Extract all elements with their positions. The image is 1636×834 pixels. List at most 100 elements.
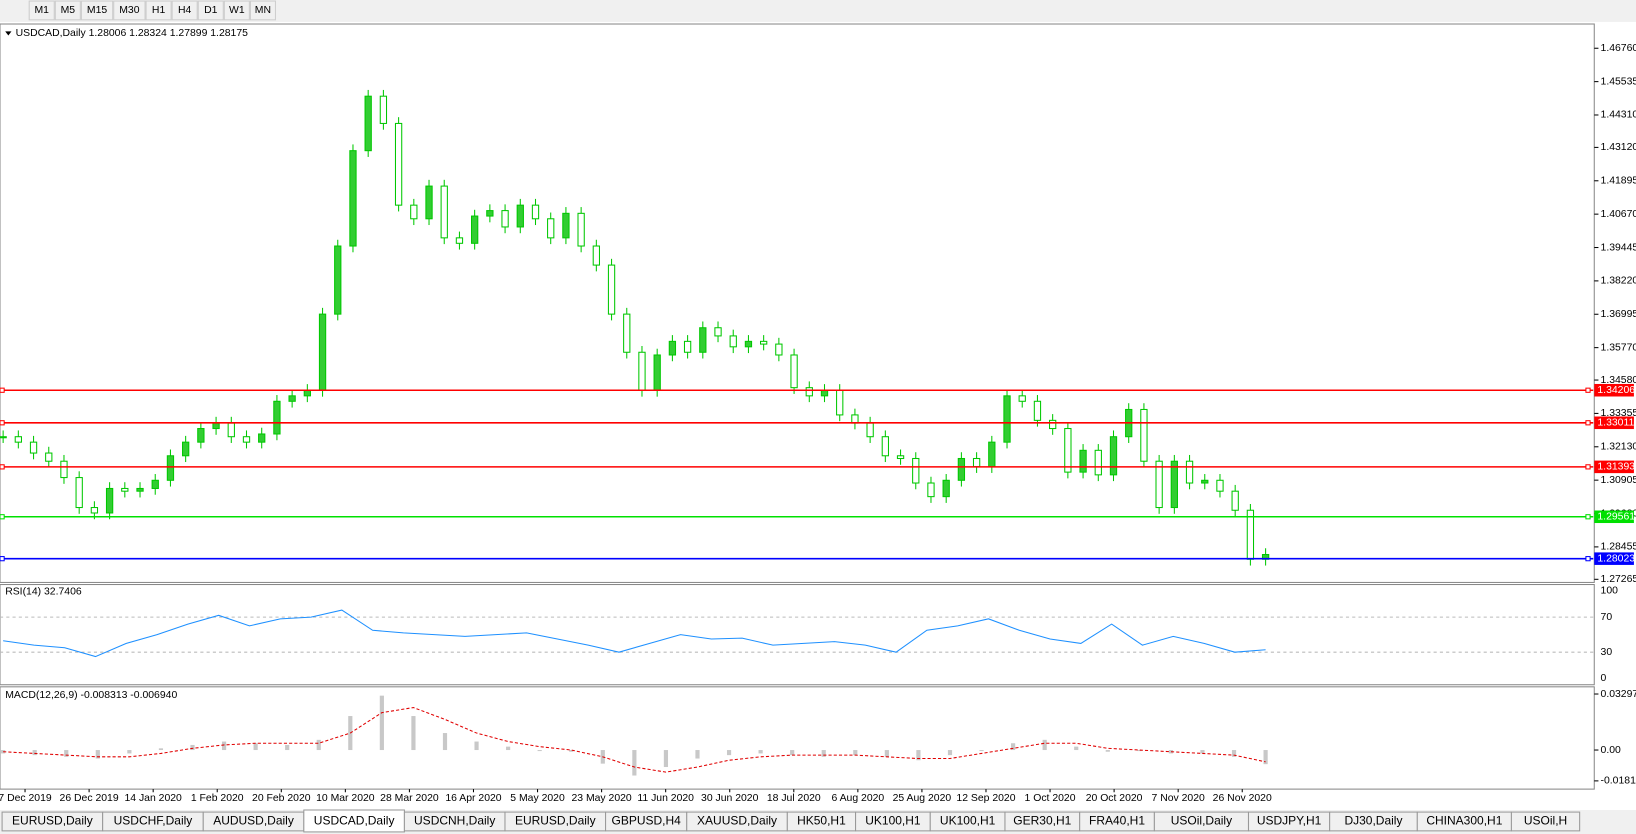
timeframe-label[interactable]: H4 [178, 5, 192, 16]
x-tick-label: 25 Aug 2020 [893, 793, 952, 804]
tab[interactable]: EURUSD,Daily [504, 811, 607, 832]
timeframe-label[interactable]: W1 [229, 5, 245, 16]
tab-label[interactable]: EURUSD,Daily [12, 814, 93, 828]
tab[interactable]: CHINA300,H1 [1416, 811, 1512, 832]
macd-bar [32, 750, 37, 756]
macd-bar [285, 744, 290, 751]
timeframe-button[interactable] [28, 0, 55, 21]
timeframe-button[interactable] [80, 0, 114, 21]
level-handle [1585, 464, 1591, 470]
candle-body [1185, 460, 1194, 484]
candle-body [896, 455, 905, 460]
macd-bar [979, 750, 984, 752]
tab[interactable]: FRA40,H1 [1079, 811, 1155, 832]
candle-body [851, 414, 859, 424]
macd-panel [0, 686, 1595, 790]
candle-body [866, 422, 874, 438]
y-tick-label: 1.35770 [1601, 342, 1636, 353]
tab-label[interactable]: DJ30,Daily [1344, 814, 1402, 828]
candle-body [60, 460, 68, 479]
candle-body [303, 389, 311, 397]
tab-label[interactable]: USDJPY,H1 [1257, 814, 1322, 828]
y-tick-label: 1.46760 [1601, 43, 1636, 54]
tab[interactable]: UK100,H1 [855, 811, 931, 832]
candle-body [1003, 395, 1011, 443]
macd-bar [442, 733, 448, 751]
timeframe-label[interactable]: M15 [87, 5, 107, 16]
candle-body [45, 452, 53, 462]
tab[interactable]: USDCHF,Daily [102, 811, 204, 832]
level-handle [1585, 514, 1591, 520]
tab-label[interactable]: USDCNH,Daily [414, 814, 495, 828]
candle-body [1155, 460, 1163, 509]
timeframe-button[interactable] [171, 0, 198, 21]
level-label: 1.34206 [1597, 385, 1635, 396]
x-tick-label: 1 Oct 2020 [1025, 793, 1076, 804]
tab-label[interactable]: EURUSD,Daily [515, 814, 596, 828]
tab[interactable]: EURUSD,Daily [1, 811, 104, 832]
timeframe-label[interactable]: MN [255, 5, 271, 16]
tab-label[interactable]: GBPUSD,H4 [611, 814, 681, 828]
candle-body [760, 340, 768, 345]
timeframe-label[interactable]: H1 [152, 5, 166, 16]
tab[interactable]: HK50,H1 [786, 811, 857, 832]
x-tick-label: 28 Mar 2020 [380, 793, 439, 804]
tab[interactable]: DJ30,Daily [1329, 811, 1418, 832]
tab[interactable]: USOil,Daily [1153, 811, 1250, 832]
tab-label[interactable]: USOil,Daily [1171, 814, 1232, 828]
macd-bar [1042, 739, 1047, 751]
tab[interactable]: GBPUSD,H4 [605, 811, 688, 832]
candle-body [227, 422, 235, 438]
tab[interactable]: XAUUSD,Daily [686, 811, 788, 832]
tab[interactable]: AUDUSD,Daily [202, 811, 305, 832]
candle-body [1094, 449, 1102, 476]
tab-label[interactable]: FRA40,H1 [1089, 814, 1145, 828]
candle-body [471, 215, 479, 244]
tab[interactable]: USDJPY,H1 [1247, 811, 1331, 832]
macd-bar [663, 750, 669, 768]
candle-body [166, 455, 175, 481]
macd-bar [569, 750, 574, 752]
timeframe-label[interactable]: M30 [119, 5, 139, 16]
y-tick-label: 1.39445 [1601, 242, 1636, 253]
timeframe-label[interactable]: M5 [61, 5, 76, 16]
tab-label[interactable]: XAUUSD,Daily [697, 814, 777, 828]
tab-label[interactable]: UK100,H1 [865, 814, 921, 828]
y-tick-label: 1.45535 [1601, 76, 1636, 87]
tab[interactable]: GER30,H1 [1004, 811, 1081, 832]
timeframe-button[interactable] [197, 0, 224, 21]
tab[interactable]: UK100,H1 [929, 811, 1006, 832]
tab-label[interactable]: CHINA300,H1 [1426, 814, 1502, 828]
timeframe-button[interactable] [249, 0, 276, 21]
tab-label[interactable]: GER30,H1 [1013, 814, 1071, 828]
tab-label[interactable]: USDCAD,Daily [314, 814, 395, 828]
timeframe-button[interactable] [223, 0, 250, 21]
timeframe-button[interactable] [145, 0, 172, 21]
tab-label[interactable]: USDCHF,Daily [114, 814, 193, 828]
candle-body [1109, 436, 1118, 476]
candle-body [592, 245, 600, 266]
y-tick-label: 1.32130 [1601, 442, 1636, 453]
tab-label[interactable]: AUDUSD,Daily [213, 814, 294, 828]
y-tick-label: 1.41895 [1601, 176, 1636, 187]
timeframe-button[interactable] [113, 0, 146, 21]
tab-label[interactable]: UK100,H1 [940, 814, 996, 828]
candle-body [288, 395, 296, 402]
timeframe-label[interactable]: M1 [34, 5, 49, 16]
macd-bar [1137, 750, 1142, 752]
candle-body [242, 436, 251, 443]
tab[interactable]: USOil,H [1510, 811, 1581, 832]
tab[interactable]: USDCNH,Daily [403, 811, 506, 832]
candle-body [1246, 509, 1255, 560]
candle-body [775, 343, 783, 356]
tab-label[interactable]: HK50,H1 [797, 814, 846, 828]
tab[interactable]: USDCAD,Daily [303, 809, 405, 833]
y-tick-label: 0.032972 [1601, 689, 1636, 700]
timeframe-label[interactable]: D1 [204, 5, 218, 16]
level-handle [0, 556, 5, 562]
tab-box[interactable] [1510, 811, 1581, 832]
candle-body [881, 436, 889, 457]
tab-label[interactable]: USOil,H [1524, 814, 1567, 828]
timeframe-button[interactable] [54, 0, 81, 21]
